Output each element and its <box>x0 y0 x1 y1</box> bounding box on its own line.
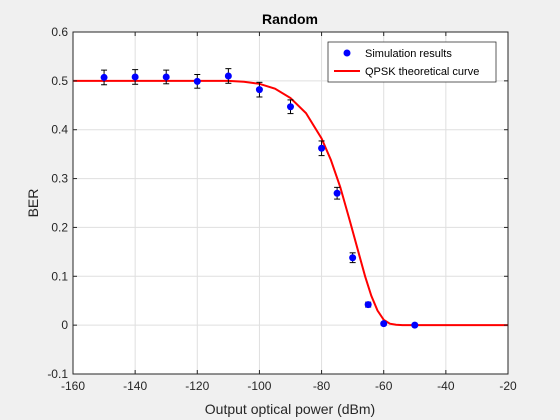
y-tick-label: 0.3 <box>51 172 68 186</box>
x-tick-labels: -160 -140 -120 -100 -80 -60 -40 -20 <box>61 379 517 393</box>
y-axis-label: BER <box>25 189 41 218</box>
data-point <box>225 72 232 79</box>
x-tick-label: -40 <box>437 379 455 393</box>
data-point <box>256 86 263 93</box>
y-tick-label: 0.5 <box>51 74 68 88</box>
legend-marker-simulation <box>344 50 351 57</box>
y-tick-label: 0.1 <box>51 269 68 283</box>
y-tick-label: 0.2 <box>51 220 68 234</box>
data-point <box>194 78 201 85</box>
data-point <box>163 73 170 80</box>
y-tick-label: -0.1 <box>47 367 68 381</box>
x-tick-label: -20 <box>499 379 517 393</box>
legend-label-simulation: Simulation results <box>365 48 452 60</box>
y-tick-label: 0 <box>61 318 68 332</box>
y-tick-label: 0.4 <box>51 123 68 137</box>
x-tick-label: -140 <box>123 379 147 393</box>
legend: Simulation results QPSK theoretical curv… <box>328 42 496 82</box>
data-point <box>349 254 356 261</box>
legend-label-theory: QPSK theoretical curve <box>365 66 479 78</box>
x-tick-label: -160 <box>61 379 85 393</box>
data-point <box>318 145 325 152</box>
x-tick-label: -120 <box>185 379 209 393</box>
x-tick-label: -80 <box>313 379 331 393</box>
x-axis-label: Output optical power (dBm) <box>205 401 375 417</box>
chart-title: Random <box>262 11 318 27</box>
data-point <box>411 322 418 329</box>
y-tick-labels: -0.1 0 0.1 0.2 0.3 0.4 0.5 0.6 <box>47 25 68 381</box>
data-point <box>287 103 294 110</box>
data-point <box>101 74 108 81</box>
plot-background <box>73 32 508 374</box>
data-point <box>365 301 372 308</box>
x-tick-label: -60 <box>375 379 393 393</box>
x-tick-label: -100 <box>247 379 271 393</box>
data-point <box>380 320 387 327</box>
data-point <box>334 190 341 197</box>
y-tick-label: 0.6 <box>51 25 68 39</box>
data-point <box>132 73 139 80</box>
